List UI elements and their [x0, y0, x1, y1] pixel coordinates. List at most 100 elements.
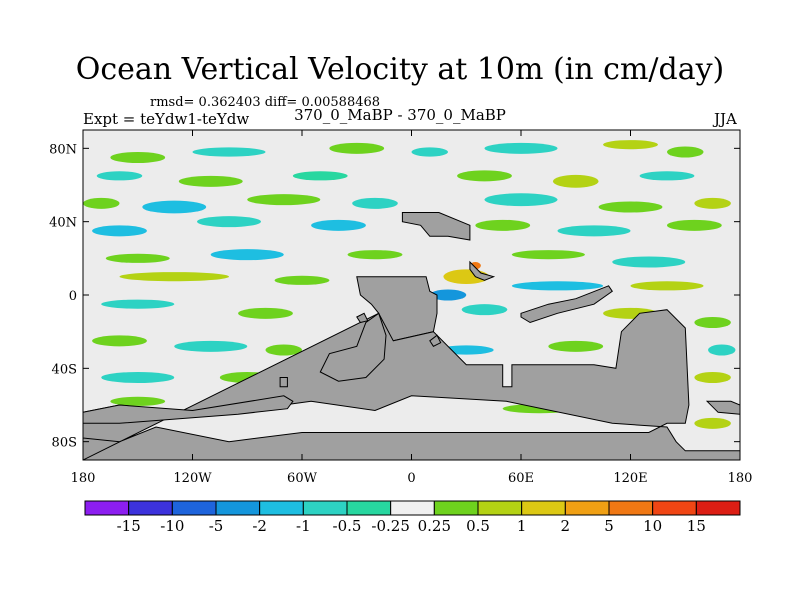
x-tick-label: 120E — [613, 471, 647, 486]
north-island-1 — [401, 212, 471, 241]
colorbar-swatch — [171, 500, 217, 516]
anomaly-patch — [694, 417, 731, 429]
anomaly-patch — [667, 219, 722, 231]
colorbar-swatch — [564, 500, 610, 516]
map-field — [83, 140, 740, 460]
small-island-east — [705, 400, 740, 415]
anomaly-patch — [694, 372, 731, 383]
colorbar-swatch — [302, 500, 348, 516]
stats-label: rmsd= 0.362403 diff= 0.00588468 — [150, 95, 381, 110]
colorbar-label: 10 — [643, 517, 662, 535]
anomaly-patch — [457, 170, 512, 182]
anomaly-patch — [265, 344, 302, 356]
colorbar-label: -15 — [117, 517, 141, 535]
anomaly-patch — [639, 171, 695, 181]
anomaly-patch — [511, 281, 604, 291]
colorbar-label: 0.5 — [466, 517, 490, 535]
experiment-label: Expt = teYdw1-teYdw — [83, 110, 250, 128]
anomaly-patch — [92, 335, 147, 347]
colorbar-label: 0.25 — [418, 517, 451, 535]
y-tick-label: 0 — [69, 289, 77, 304]
anomaly-patch — [552, 174, 599, 188]
colorbar-label: -0.5 — [333, 517, 362, 535]
colorbar-swatch — [84, 500, 130, 516]
colorbar-label: -1 — [296, 517, 311, 535]
colorbar-swatch — [259, 500, 304, 516]
anomaly-patch — [274, 275, 330, 285]
y-tick-label: 80N — [49, 142, 77, 157]
x-tick-label: 180 — [71, 471, 96, 486]
anomaly-patch — [174, 340, 248, 352]
anomaly-patch — [311, 219, 366, 231]
anomaly-patch — [708, 344, 736, 356]
colorbar-swatch — [695, 500, 741, 516]
colorbar-swatch — [521, 500, 566, 516]
colorbar-swatch — [346, 500, 392, 516]
anomaly-patch — [484, 193, 558, 207]
anomaly-patch — [630, 281, 704, 291]
colorbar-swatch — [652, 500, 697, 516]
y-tick-label: 80S — [52, 436, 77, 451]
x-tick-label: 60E — [508, 471, 534, 486]
colorbar-label: -2 — [252, 517, 267, 535]
x-tick-label: 0 — [407, 471, 415, 486]
anomaly-patch — [598, 201, 663, 213]
north-island-2 — [469, 260, 496, 281]
small-island-nw — [279, 377, 288, 388]
anomaly-patch — [110, 152, 166, 163]
anomaly-patch — [329, 142, 385, 154]
anomaly-patch — [484, 142, 558, 154]
east-ridge-island — [520, 285, 613, 324]
x-tick-label: 60W — [287, 471, 318, 486]
anomaly-patch — [347, 250, 403, 260]
anomaly-patch — [694, 317, 731, 328]
anomaly-patch — [292, 171, 348, 181]
anomaly-patch — [411, 147, 448, 157]
anomaly-patch — [96, 171, 143, 181]
anomaly-patch — [461, 304, 508, 316]
anomaly-patch — [603, 140, 658, 150]
colorbar-swatch — [433, 500, 479, 516]
colorbar-label: 15 — [687, 517, 706, 535]
anomaly-patch — [197, 216, 261, 228]
anomaly-patch — [110, 396, 166, 406]
anomaly-patch — [192, 147, 266, 157]
chart-title: Ocean Vertical Velocity at 10m (in cm/da… — [75, 52, 725, 87]
y-tick-label: 40N — [49, 216, 77, 231]
colorbar-swatch — [477, 500, 523, 516]
x-tick-label: 180 — [728, 471, 753, 486]
anomaly-patch — [548, 340, 604, 352]
anomaly-patch — [557, 225, 631, 237]
anomaly-patch — [142, 200, 207, 214]
small-island-mid — [429, 334, 442, 347]
case-label: 370_0_MaBP - 370_0_MaBP — [294, 106, 506, 124]
season-label: JJA — [714, 110, 737, 128]
colorbar-label: 2 — [561, 517, 571, 535]
colorbar-label: 1 — [517, 517, 527, 535]
anomaly-patch — [612, 256, 686, 268]
colorbar-swatch — [608, 500, 654, 516]
west-antarctic-land — [83, 395, 294, 424]
colorbar-label: -5 — [209, 517, 224, 535]
small-island-west — [356, 312, 369, 324]
colorbar-swatch — [128, 500, 173, 516]
y-tick-label: 40S — [52, 362, 77, 377]
west-land-lobe — [319, 312, 387, 382]
anomaly-patch — [667, 146, 704, 158]
anomaly-patch — [178, 175, 243, 187]
colorbar-label: 5 — [604, 517, 614, 535]
anomaly-patch — [92, 225, 147, 237]
colorbar-swatch — [390, 500, 435, 516]
colorbar-swatch — [215, 500, 261, 516]
anomaly-patch — [247, 194, 321, 206]
anomaly-patch — [511, 250, 585, 260]
anomaly-patch — [101, 299, 175, 309]
anomaly-patch — [83, 197, 120, 209]
anomaly-patch — [101, 372, 175, 383]
anomaly-patch — [105, 253, 170, 263]
anomaly-patch — [694, 197, 731, 209]
anomaly-patch — [210, 249, 284, 261]
colorbar-label: -0.25 — [371, 517, 409, 535]
anomaly-patch — [352, 197, 398, 209]
